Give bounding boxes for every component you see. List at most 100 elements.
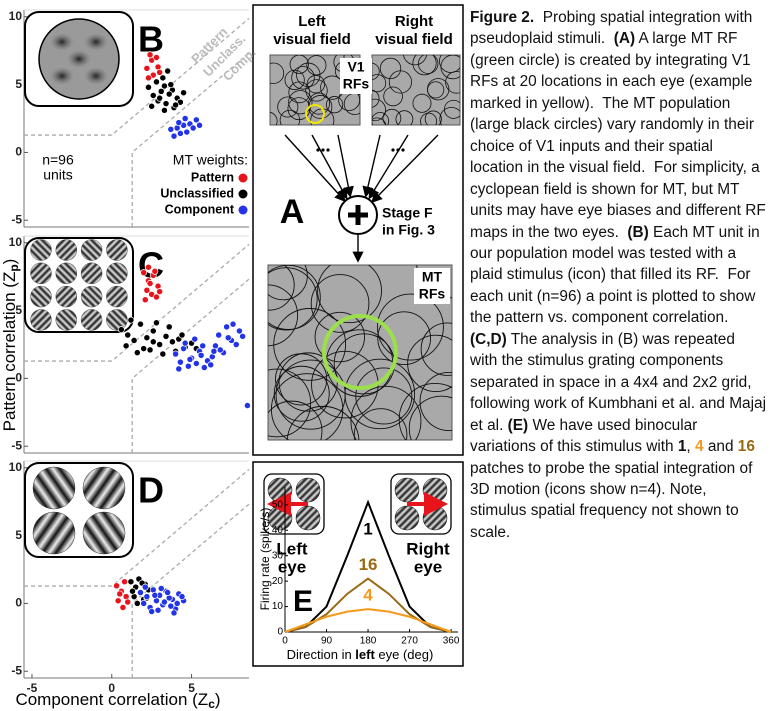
unit-point (113, 583, 119, 589)
axis-title-end: ) (215, 690, 221, 709)
grating (83, 512, 125, 554)
unit-point (158, 585, 164, 591)
unit-point (244, 402, 250, 408)
unit-point (172, 102, 178, 108)
dots (316, 148, 404, 151)
legend-label: Unclassified (160, 186, 234, 200)
grating (56, 286, 77, 307)
unit-point (125, 332, 131, 338)
curve-label: 4 (363, 586, 373, 605)
grating (33, 467, 75, 509)
unit-point (128, 317, 134, 323)
unit-point (160, 75, 166, 81)
page: 1050-5BPatternUnclass.Comp.n=96unitsMT w… (0, 0, 770, 711)
caption: Figure 2. Probing spatial integration wi… (470, 7, 766, 543)
stimulus-icon (25, 463, 133, 557)
unit-point (169, 339, 175, 345)
x-tick-label: 180 (360, 636, 377, 647)
plaid-blob (50, 67, 74, 85)
diagram-text: E (293, 585, 313, 618)
legend-swatch (239, 190, 248, 199)
diagram-text: RFs (343, 76, 370, 92)
unit-point (184, 129, 190, 135)
caption-text: (A) (614, 30, 635, 47)
unit-point (217, 347, 223, 353)
unit-point (161, 599, 167, 605)
unit-point (144, 594, 150, 600)
unit-point (179, 332, 185, 338)
y-tick-label: 0 (15, 596, 22, 610)
grating (106, 240, 127, 261)
grating (83, 467, 125, 509)
grating (31, 286, 52, 307)
y-tick-label: 10 (9, 9, 23, 23)
unit-point (131, 337, 137, 343)
unit-point (147, 52, 153, 58)
x-axis-title-part: eye (deg) (375, 647, 434, 662)
unit-point (117, 591, 123, 597)
unit-point (121, 579, 127, 585)
unit-point (134, 600, 140, 606)
diagram-text: Right (395, 13, 433, 30)
unit-point (166, 324, 172, 330)
grating (56, 263, 77, 284)
diagram-text: RFs (419, 286, 446, 302)
unit-point (190, 125, 196, 131)
unit-point (141, 270, 147, 276)
diagram-text: visual field (273, 31, 351, 48)
plaid-blob (84, 33, 108, 51)
unit-point (200, 343, 206, 349)
unit-point (172, 351, 178, 357)
caption-text: and (704, 438, 738, 455)
unit-point (142, 297, 148, 303)
x-tick-label: 0 (282, 636, 288, 647)
y-tick-label: 5 (15, 77, 22, 91)
x-axis-title-part: Direction in (287, 647, 356, 662)
diagram-text: V1 (347, 59, 364, 75)
diagram-text: eye (278, 557, 306, 576)
unit-point (150, 92, 156, 98)
panel-label: D (138, 470, 164, 511)
curve-label: 1 (363, 520, 372, 539)
unit-point (168, 81, 174, 87)
unit-point (240, 333, 246, 339)
caption-text: A large MT RF (green circle) is created … (470, 30, 770, 240)
stimulus-icon (25, 238, 133, 332)
grating (106, 309, 127, 330)
unit-point (171, 610, 177, 616)
unit-point (137, 321, 143, 327)
unit-point (137, 589, 143, 595)
y-axis-title: Pattern correlation (Zp) (0, 259, 21, 432)
caption-text: 4 (695, 438, 704, 455)
axis-title-end: ) (0, 259, 19, 265)
unit-point (216, 332, 222, 338)
grating (81, 240, 102, 261)
grating (81, 286, 102, 307)
unit-point (142, 584, 148, 590)
curve-label: 16 (359, 555, 378, 574)
grating (56, 309, 77, 330)
unit-point (125, 599, 131, 605)
y-tick-label: 0 (15, 145, 22, 159)
unit-point (141, 345, 147, 351)
unit-point (145, 264, 151, 270)
y-tick-label: 20 (272, 576, 284, 587)
legend-swatch (239, 206, 248, 215)
unit-point (144, 65, 150, 71)
caption-text: , (686, 438, 695, 455)
unit-point (177, 130, 183, 136)
grating (56, 240, 77, 261)
grating (33, 512, 75, 554)
unit-point (180, 90, 186, 96)
diagram-text: in Fig. 3 (382, 222, 435, 238)
y-axis-title: Firing rate (spike/s) (258, 508, 272, 611)
unit-point (201, 364, 207, 370)
unit-point (160, 351, 166, 357)
y-tick-label: 10 (9, 235, 23, 249)
panel-e-icons (264, 474, 451, 534)
caption-text: 16 (738, 438, 755, 455)
y-tick-label: -5 (11, 438, 22, 452)
unit-point (198, 352, 204, 358)
y-tick-label: -5 (11, 663, 22, 677)
stimulus-icon (25, 12, 133, 106)
